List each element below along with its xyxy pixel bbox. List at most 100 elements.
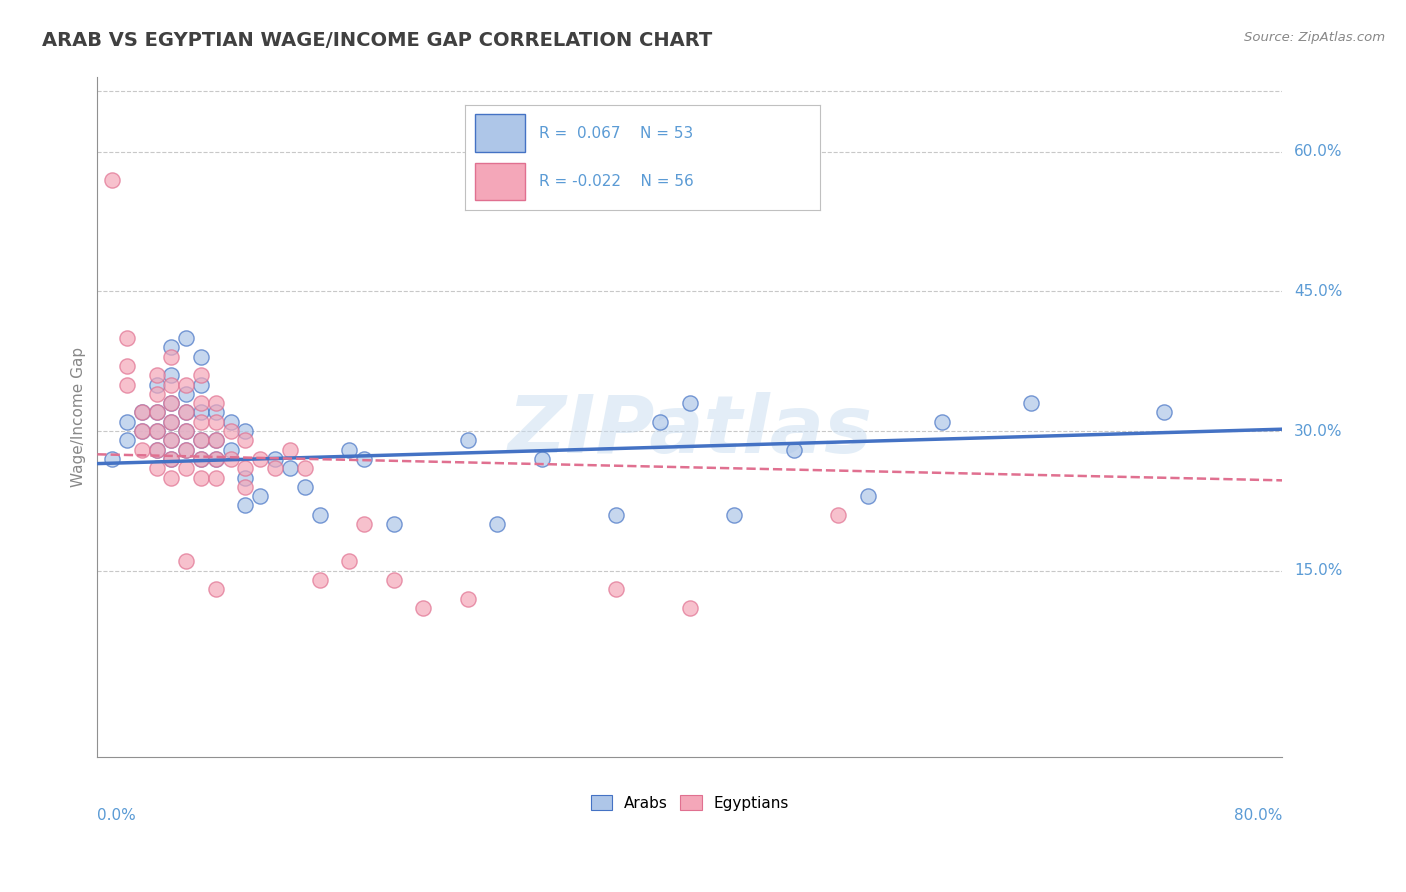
Point: [160, 396, 183, 410]
Point: [160, 396, 183, 410]
Point: [174, 405, 197, 419]
Point: [190, 452, 212, 467]
Point: [145, 405, 167, 419]
Text: 80.0%: 80.0%: [1234, 808, 1282, 823]
Point: [249, 452, 271, 467]
Point: [205, 470, 228, 484]
Text: 60.0%: 60.0%: [1295, 145, 1343, 160]
Point: [856, 489, 879, 503]
Point: [308, 573, 330, 587]
Point: [160, 340, 183, 354]
Point: [205, 582, 228, 597]
Point: [190, 396, 212, 410]
Text: ZIPatlas: ZIPatlas: [508, 392, 872, 470]
Point: [294, 461, 316, 475]
Point: [145, 442, 167, 457]
Point: [115, 415, 138, 429]
Point: [190, 405, 212, 419]
Point: [205, 434, 228, 448]
Point: [1153, 405, 1175, 419]
Point: [412, 600, 434, 615]
Point: [190, 368, 212, 383]
Point: [205, 434, 228, 448]
Point: [131, 424, 153, 438]
Point: [249, 489, 271, 503]
Point: [219, 442, 242, 457]
Point: [145, 377, 167, 392]
Point: [219, 424, 242, 438]
Point: [530, 452, 553, 467]
Point: [174, 331, 197, 345]
Point: [174, 424, 197, 438]
Point: [174, 442, 197, 457]
Point: [931, 415, 953, 429]
Text: Source: ZipAtlas.com: Source: ZipAtlas.com: [1244, 31, 1385, 45]
Point: [337, 442, 360, 457]
Point: [174, 461, 197, 475]
Point: [219, 452, 242, 467]
Point: [679, 396, 702, 410]
Text: 0.0%: 0.0%: [97, 808, 136, 823]
Text: 30.0%: 30.0%: [1295, 424, 1343, 439]
Point: [205, 396, 228, 410]
Text: 45.0%: 45.0%: [1295, 284, 1343, 299]
Point: [145, 368, 167, 383]
Point: [115, 331, 138, 345]
Point: [190, 470, 212, 484]
Point: [235, 470, 257, 484]
Point: [723, 508, 745, 522]
Point: [160, 377, 183, 392]
Point: [278, 461, 301, 475]
Text: 15.0%: 15.0%: [1295, 563, 1343, 578]
Point: [1019, 396, 1042, 410]
Point: [278, 442, 301, 457]
Point: [353, 517, 375, 532]
Point: [353, 452, 375, 467]
Point: [205, 452, 228, 467]
Point: [486, 517, 509, 532]
Point: [145, 424, 167, 438]
Point: [190, 434, 212, 448]
Point: [131, 424, 153, 438]
Point: [160, 470, 183, 484]
Point: [382, 517, 405, 532]
Point: [145, 405, 167, 419]
Point: [205, 405, 228, 419]
Point: [457, 434, 479, 448]
Point: [205, 452, 228, 467]
Point: [205, 415, 228, 429]
Point: [160, 434, 183, 448]
Point: [219, 415, 242, 429]
Point: [145, 461, 167, 475]
Point: [190, 350, 212, 364]
Point: [235, 424, 257, 438]
Point: [174, 554, 197, 568]
Point: [235, 499, 257, 513]
Point: [115, 434, 138, 448]
Point: [101, 173, 124, 187]
Point: [160, 350, 183, 364]
Point: [190, 415, 212, 429]
Point: [308, 508, 330, 522]
Point: [174, 442, 197, 457]
Point: [827, 508, 849, 522]
Point: [190, 434, 212, 448]
Point: [264, 452, 287, 467]
Point: [160, 415, 183, 429]
Point: [457, 591, 479, 606]
Point: [131, 405, 153, 419]
Point: [235, 461, 257, 475]
Point: [174, 377, 197, 392]
Point: [782, 442, 804, 457]
Point: [679, 600, 702, 615]
Point: [235, 434, 257, 448]
Point: [294, 480, 316, 494]
Point: [264, 461, 287, 475]
Point: [174, 424, 197, 438]
Point: [145, 442, 167, 457]
Point: [131, 442, 153, 457]
Point: [131, 405, 153, 419]
Y-axis label: Wage/Income Gap: Wage/Income Gap: [72, 347, 86, 487]
Point: [174, 405, 197, 419]
Point: [145, 424, 167, 438]
